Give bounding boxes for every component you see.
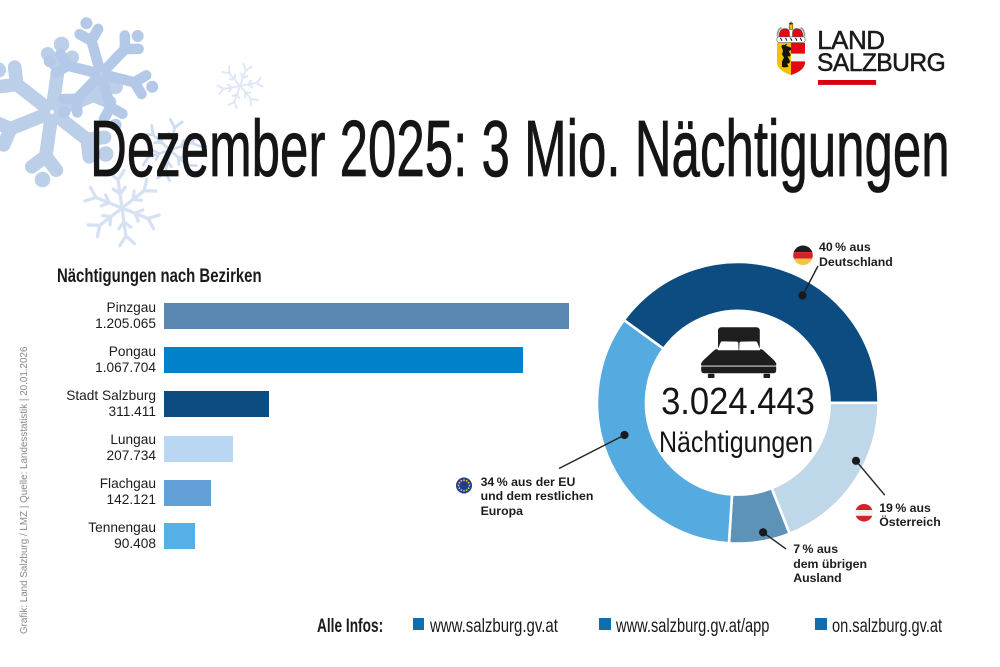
- svg-text:LAND: LAND: [817, 25, 884, 55]
- svg-text:SALZBURG: SALZBURG: [817, 50, 945, 77]
